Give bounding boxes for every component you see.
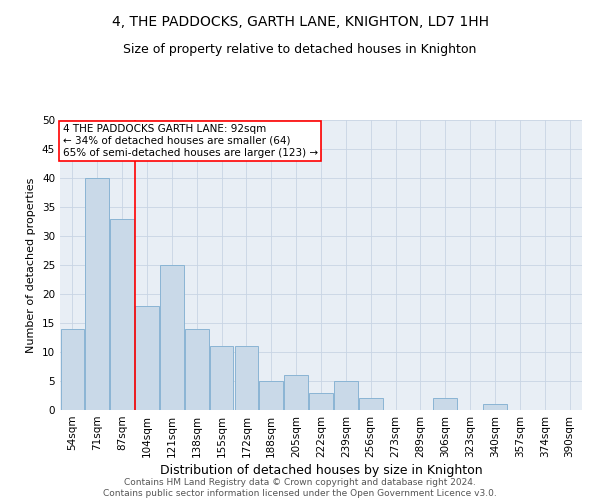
Bar xyxy=(210,346,233,410)
Text: 4 THE PADDOCKS GARTH LANE: 92sqm
← 34% of detached houses are smaller (64)
65% o: 4 THE PADDOCKS GARTH LANE: 92sqm ← 34% o… xyxy=(62,124,318,158)
Bar xyxy=(359,398,383,410)
Bar xyxy=(185,329,209,410)
Bar xyxy=(235,346,258,410)
Bar xyxy=(433,398,457,410)
Bar xyxy=(309,392,333,410)
X-axis label: Distribution of detached houses by size in Knighton: Distribution of detached houses by size … xyxy=(160,464,482,477)
Bar xyxy=(284,375,308,410)
Bar xyxy=(110,218,134,410)
Bar xyxy=(160,265,184,410)
Bar xyxy=(483,404,507,410)
Bar xyxy=(61,329,84,410)
Text: 4, THE PADDOCKS, GARTH LANE, KNIGHTON, LD7 1HH: 4, THE PADDOCKS, GARTH LANE, KNIGHTON, L… xyxy=(112,15,488,29)
Y-axis label: Number of detached properties: Number of detached properties xyxy=(26,178,37,352)
Bar xyxy=(259,381,283,410)
Bar xyxy=(85,178,109,410)
Bar xyxy=(334,381,358,410)
Text: Contains HM Land Registry data © Crown copyright and database right 2024.
Contai: Contains HM Land Registry data © Crown c… xyxy=(103,478,497,498)
Bar xyxy=(135,306,159,410)
Text: Size of property relative to detached houses in Knighton: Size of property relative to detached ho… xyxy=(124,42,476,56)
